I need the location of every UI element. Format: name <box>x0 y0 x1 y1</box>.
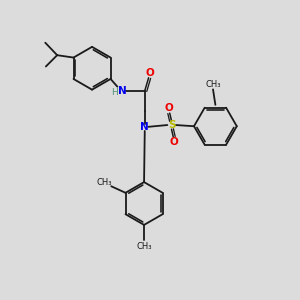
Text: O: O <box>165 103 173 113</box>
Text: CH₃: CH₃ <box>206 80 221 88</box>
Text: H: H <box>111 88 118 97</box>
Text: CH₃: CH₃ <box>136 242 152 251</box>
Text: CH₃: CH₃ <box>96 178 112 187</box>
Text: N: N <box>118 86 127 96</box>
Text: O: O <box>146 68 154 78</box>
Text: N: N <box>140 122 149 132</box>
Text: O: O <box>169 137 178 147</box>
Text: S: S <box>168 120 175 130</box>
